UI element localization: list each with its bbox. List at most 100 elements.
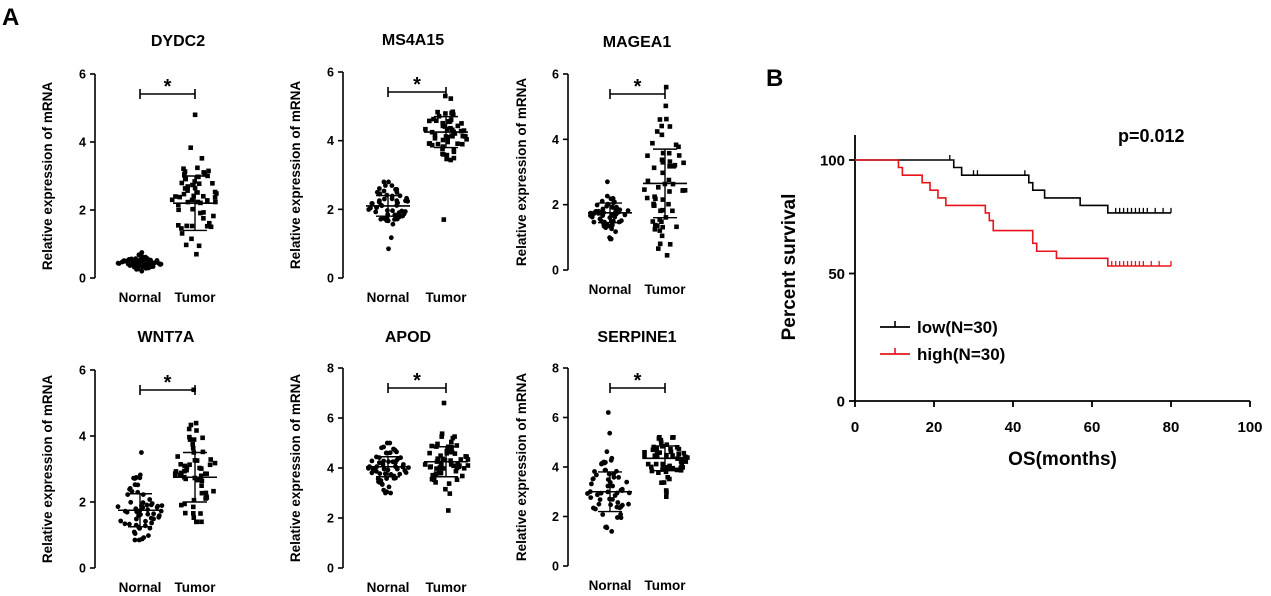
data-point-nornal (624, 479, 630, 485)
y-tick-label-6: 6 (552, 68, 559, 82)
scatter-panel-dydc2: DYDC2 Relative expression of mRNA Nornal… (40, 33, 219, 305)
data-point-nornal (615, 500, 621, 505)
data-point-tumor (664, 494, 669, 499)
data-point-tumor (199, 519, 204, 525)
data-point-tumor (460, 473, 465, 479)
data-point-tumor (211, 488, 216, 494)
data-point-tumor (443, 486, 448, 492)
data-point-tumor (191, 193, 196, 199)
y-tick-label-0: 0 (552, 264, 559, 278)
y-tick-label-2: 2 (552, 198, 559, 212)
data-point-tumor (192, 112, 198, 118)
data-point-tumor (212, 195, 218, 200)
data-point-tumor (196, 181, 202, 186)
data-point-nornal (140, 492, 146, 497)
y-tick-label-0: 0 (327, 562, 334, 576)
data-point-tumor (682, 454, 688, 460)
data-point-tumor (194, 458, 200, 463)
data-point-tumor (189, 197, 195, 203)
x-category-label-1: Tumor (426, 290, 468, 305)
data-point-nornal (151, 511, 157, 517)
data-point-nornal (122, 521, 128, 527)
data-point-tumor (205, 173, 210, 179)
data-point-tumor (670, 435, 675, 440)
x-category-label-1: Tumor (175, 290, 217, 305)
data-point-nornal (613, 229, 618, 235)
data-point-tumor (190, 442, 195, 447)
data-point-nornal (609, 529, 615, 534)
data-point-tumor (208, 224, 214, 230)
y-tick-label-0: 0 (79, 562, 86, 576)
data-point-tumor (440, 466, 446, 471)
data-point-tumor (435, 109, 440, 115)
data-point-tumor (667, 463, 672, 469)
data-point-nornal (381, 444, 386, 450)
data-point-nornal (381, 487, 387, 493)
p-value-annotation: p=0.012 (1118, 126, 1185, 146)
data-point-nornal (611, 474, 617, 480)
data-point-tumor (441, 152, 446, 157)
data-point-nornal (603, 524, 608, 530)
data-point-nornal (387, 440, 393, 446)
y-tick-label-8: 8 (552, 362, 559, 376)
data-point-nornal (394, 466, 400, 472)
y-axis-label: Relative expression of mRNA (40, 375, 55, 564)
data-point-tumor (452, 131, 458, 136)
data-point-nornal (373, 209, 379, 215)
data-point-tumor (449, 439, 454, 445)
y-tick-label-6: 6 (327, 412, 334, 426)
data-point-tumor (440, 146, 445, 151)
data-point-nornal (588, 213, 593, 219)
data-point-tumor (169, 197, 175, 203)
data-point-tumor (441, 217, 447, 222)
data-point-tumor (680, 465, 685, 470)
data-point-tumor (198, 210, 203, 216)
data-point-tumor (461, 466, 467, 471)
data-point-tumor (434, 466, 439, 471)
data-point-nornal (118, 518, 124, 524)
data-point-tumor (194, 519, 200, 525)
significance-star: * (164, 372, 172, 394)
data-point-nornal (386, 246, 391, 252)
data-point-nornal (605, 179, 610, 185)
data-point-nornal (398, 455, 403, 461)
data-point-tumor (654, 129, 660, 134)
data-point-tumor (659, 480, 664, 485)
data-point-tumor (173, 194, 178, 199)
data-point-tumor (650, 140, 655, 146)
data-point-nornal (139, 536, 145, 542)
data-point-tumor (667, 189, 672, 194)
data-point-tumor (664, 116, 669, 122)
data-point-nornal (126, 521, 132, 527)
data-point-tumor (200, 435, 205, 441)
data-point-nornal (159, 503, 165, 508)
data-point-tumor (450, 435, 456, 441)
y-axis-label: Relative expression of mRNA (288, 374, 303, 563)
km-x-tick-label-0: 0 (851, 419, 859, 436)
data-point-tumor (660, 224, 665, 230)
data-point-tumor (442, 457, 448, 463)
data-point-tumor (673, 142, 679, 148)
km-y-axis-label: Percent survival (779, 194, 800, 341)
data-point-tumor (668, 446, 673, 452)
data-point-tumor (439, 461, 444, 467)
data-point-tumor (187, 462, 192, 467)
data-point-tumor (675, 467, 680, 473)
data-point-tumor (191, 437, 197, 442)
data-point-tumor (667, 476, 672, 482)
data-point-nornal (386, 179, 391, 185)
y-tick-label-6: 6 (79, 68, 86, 82)
data-point-nornal (143, 518, 148, 524)
data-point-tumor (204, 471, 209, 477)
data-point-nornal (132, 531, 138, 536)
x-category-label-0: Nornal (589, 282, 632, 297)
data-point-tumor (208, 457, 213, 462)
data-point-tumor (659, 123, 664, 129)
data-point-nornal (615, 515, 620, 520)
data-point-nornal (381, 466, 387, 472)
data-point-tumor (195, 190, 200, 195)
data-point-tumor (455, 123, 461, 129)
data-point-tumor (657, 117, 663, 122)
data-point-tumor (656, 246, 661, 251)
y-tick-label-8: 8 (327, 362, 334, 376)
